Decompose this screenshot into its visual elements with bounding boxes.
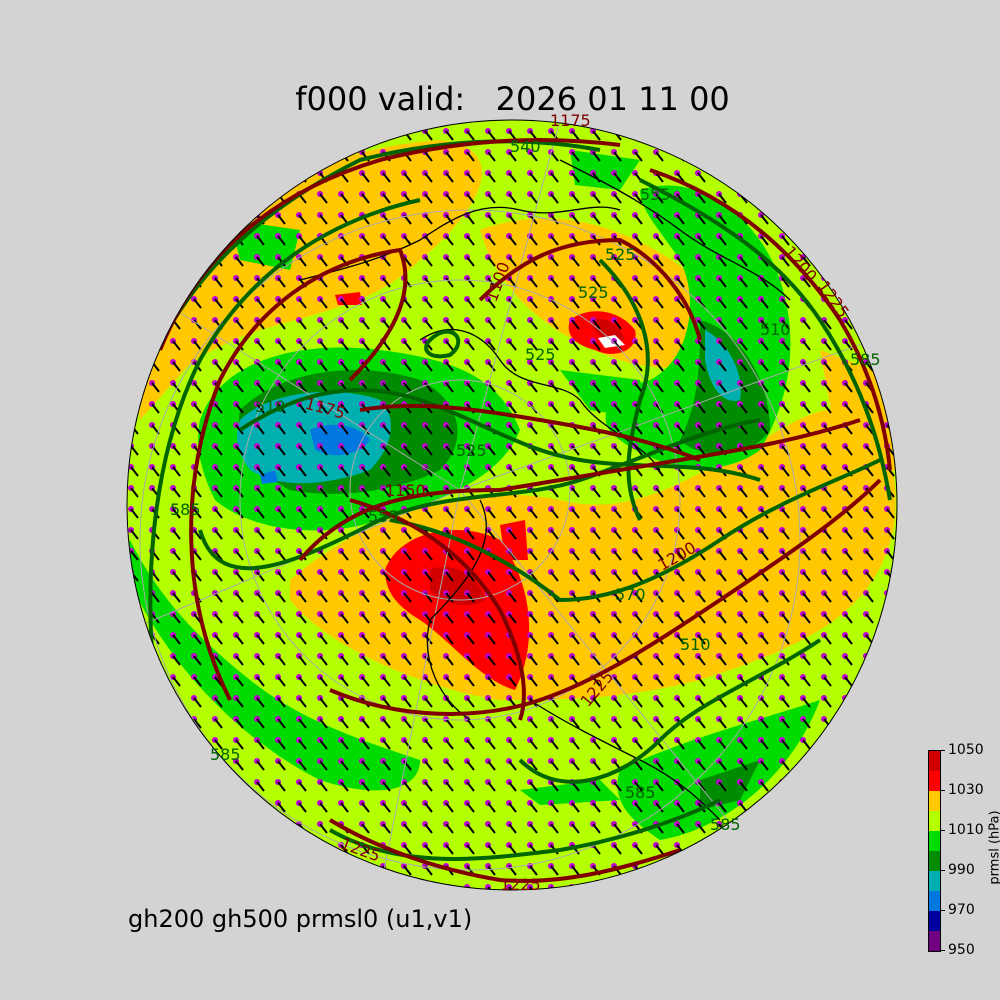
colorbar-tick-label: 970 [948,902,975,918]
gh200-contours [158,138,892,883]
colorbar-segment [929,771,940,791]
globe [127,120,897,890]
colorbar-segment [929,791,940,811]
contour-label: 585 [850,350,881,369]
contour-label: 510 [680,635,711,654]
colorbar-tick-label: 1050 [948,742,984,758]
colorbar-tick-label: 990 [948,862,975,878]
colorbar-tick: 1030 [940,782,984,798]
contour-label: 1150 [385,481,426,500]
contour-label: 555 [368,507,399,526]
colorbar-tick: 950 [940,942,975,958]
contour-label: 585 [625,783,656,802]
contour-label: 585 [170,500,201,519]
colorbar-tick-label: 1010 [948,822,984,838]
colorbar-segment [929,851,940,871]
colorbar-tick-label: 1030 [948,782,984,798]
contour-label: 540 [510,137,541,156]
contour-label: 1225 [500,875,541,894]
contour-label: 585 [210,745,241,764]
contour-label: 525 [525,345,556,364]
contour-label: 525 [578,283,609,302]
gh500-labels: 540 525 525 525 510 510 525 555 585 570 … [170,137,881,834]
colorbar-segment [929,931,940,951]
map-subtitle: gh200 gh500 prmsl0 (u1,v1) [128,905,473,933]
map-title: f000 valid: 2026 01 11 00 [295,80,730,118]
colorbar-tick: 1050 [940,742,984,758]
contour-label: 555 [640,185,671,204]
wind-barbs [127,120,897,890]
contour-label: 525 [605,245,636,264]
colorbar-segment [929,871,940,891]
colorbar-label: prmsl (hPa) [987,810,1000,885]
colorbar [928,750,941,952]
colorbar-tick: 970 [940,902,975,918]
contour-label: 570 [615,585,646,604]
colorbar-tick: 990 [940,862,975,878]
colorbar-segment [929,751,940,771]
colorbar-tick-label: 950 [948,942,975,958]
colorbar-segment [929,891,940,911]
colorbar-segment [929,911,940,931]
colorbar-tick: 1010 [940,822,984,838]
contour-label: 525 [456,441,487,460]
colorbar-segment [929,811,940,831]
lat-lon-grid [129,120,897,890]
contour-label: 1175 [550,111,591,130]
contour-label: 510 [255,397,286,416]
contour-label: 585 [710,815,741,834]
globe-outline [126,119,898,891]
contour-label: 510 [760,320,791,339]
colorbar-segment [929,831,940,851]
